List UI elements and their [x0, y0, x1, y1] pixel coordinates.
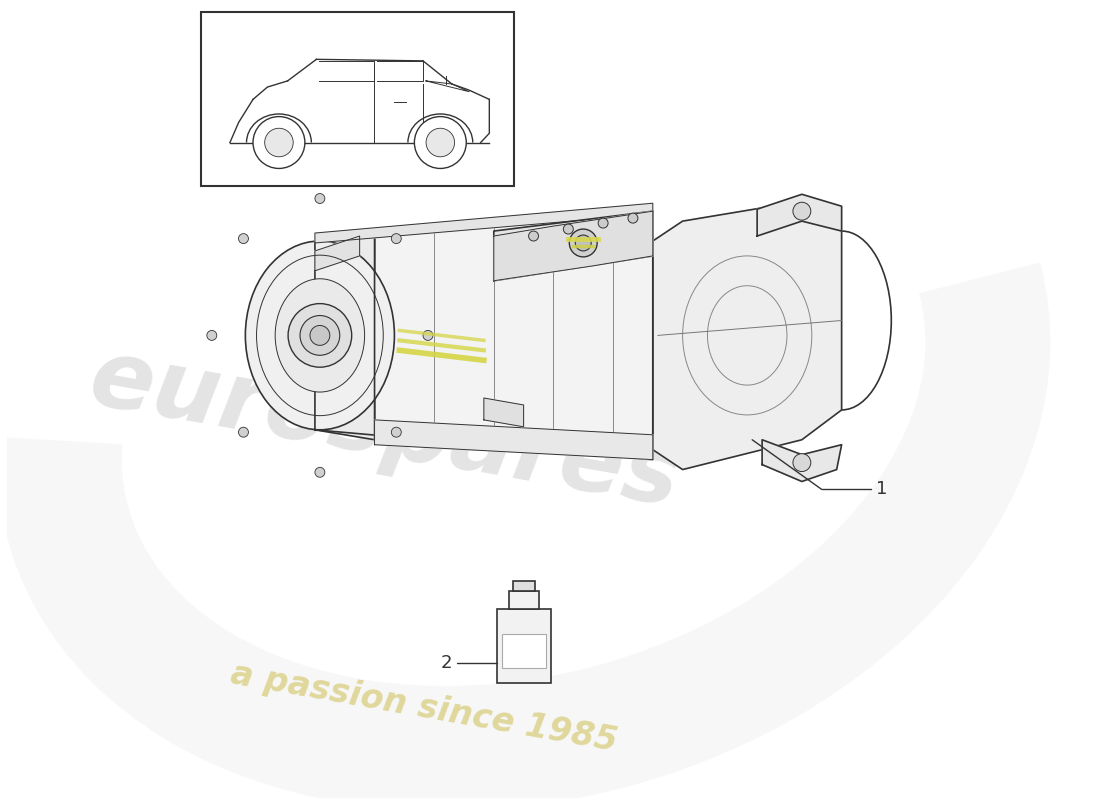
Circle shape	[563, 224, 573, 234]
Text: 1: 1	[877, 481, 888, 498]
Circle shape	[315, 194, 324, 203]
Polygon shape	[374, 420, 652, 460]
Circle shape	[392, 234, 402, 243]
Circle shape	[239, 234, 249, 243]
Text: eurospares: eurospares	[82, 333, 686, 527]
Text: a passion since 1985: a passion since 1985	[229, 658, 620, 758]
Text: 2: 2	[441, 654, 452, 672]
Circle shape	[207, 330, 217, 340]
Circle shape	[253, 117, 305, 169]
Circle shape	[415, 117, 466, 169]
Bar	[513, 581, 535, 591]
Circle shape	[793, 202, 811, 220]
Polygon shape	[315, 236, 360, 271]
Circle shape	[392, 427, 402, 437]
Circle shape	[570, 229, 597, 257]
Polygon shape	[315, 211, 652, 460]
Circle shape	[239, 427, 249, 437]
Polygon shape	[315, 203, 652, 243]
Bar	[200, 13, 514, 186]
Polygon shape	[494, 211, 652, 281]
Polygon shape	[494, 211, 652, 281]
Circle shape	[300, 315, 340, 355]
Polygon shape	[484, 398, 524, 427]
Bar	[502, 634, 547, 668]
Polygon shape	[315, 231, 374, 440]
Circle shape	[288, 304, 352, 367]
Bar	[508, 591, 539, 609]
Polygon shape	[757, 194, 842, 236]
Circle shape	[424, 330, 433, 340]
Circle shape	[628, 213, 638, 223]
Circle shape	[426, 128, 454, 157]
Circle shape	[529, 231, 539, 241]
Ellipse shape	[245, 241, 395, 430]
Bar	[497, 609, 551, 683]
Ellipse shape	[275, 278, 364, 392]
Circle shape	[310, 326, 330, 346]
Polygon shape	[762, 440, 842, 482]
Polygon shape	[652, 202, 842, 470]
Circle shape	[265, 128, 294, 157]
Circle shape	[598, 218, 608, 228]
Circle shape	[575, 235, 591, 251]
Circle shape	[315, 467, 324, 478]
Circle shape	[793, 454, 811, 471]
